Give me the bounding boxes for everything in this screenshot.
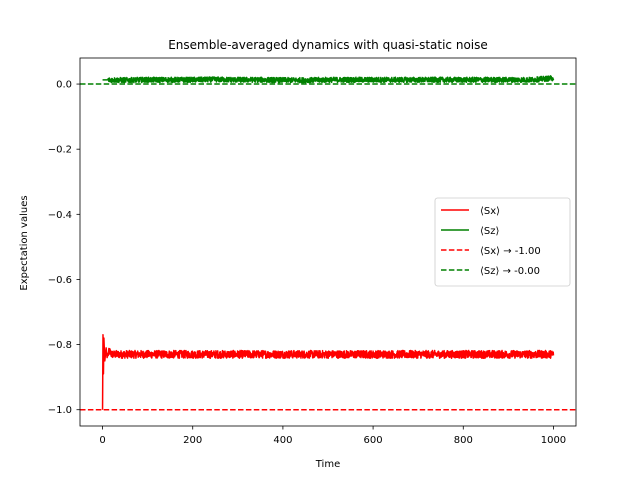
- x-tick-label: 600: [364, 435, 383, 446]
- x-axis-label: Time: [315, 459, 340, 470]
- y-tick-label: −0.6: [48, 275, 72, 286]
- axes: 0 200 400 600 800 1000 0.0 −0.2 −0.4 −0.6 −0.8 −1.0: [48, 57, 577, 446]
- y-tick-label: −0.2: [48, 145, 72, 156]
- series-2-line: [102, 75, 555, 84]
- y-tick-label: −0.4: [48, 210, 72, 221]
- y-tick-label: 0.0: [56, 80, 72, 91]
- series-1-line: [101, 334, 555, 410]
- chart-title: Ensemble-averaged dynamics with quasi-st…: [168, 38, 488, 52]
- legend-label-2: ⟨Sz⟩: [480, 226, 499, 237]
- y-tick-label: −1.0: [48, 405, 72, 416]
- legend-label-3: ⟨Sx⟩ → -1.00: [480, 246, 541, 257]
- axes-frame: [79, 57, 577, 427]
- legend-box: [434, 197, 571, 287]
- x-tick-label: 400: [273, 435, 292, 446]
- x-tick-label: 200: [183, 435, 202, 446]
- legend-label-1: ⟨Sx⟩: [480, 206, 500, 217]
- legend-label-4: ⟨Sz⟩ → -0.00: [480, 266, 540, 277]
- y-axis-label: Expectation values: [19, 195, 30, 290]
- x-tick-label: 0: [99, 435, 105, 446]
- x-tick-label: 800: [454, 435, 473, 446]
- x-tick-label: 1000: [541, 435, 566, 446]
- legend: ⟨Sx⟩ ⟨Sz⟩ ⟨Sx⟩ → -1.00 ⟨Sz⟩ → -0.00: [434, 197, 571, 287]
- y-tick-label: −0.8: [48, 340, 72, 351]
- plot-area: [80, 75, 576, 411]
